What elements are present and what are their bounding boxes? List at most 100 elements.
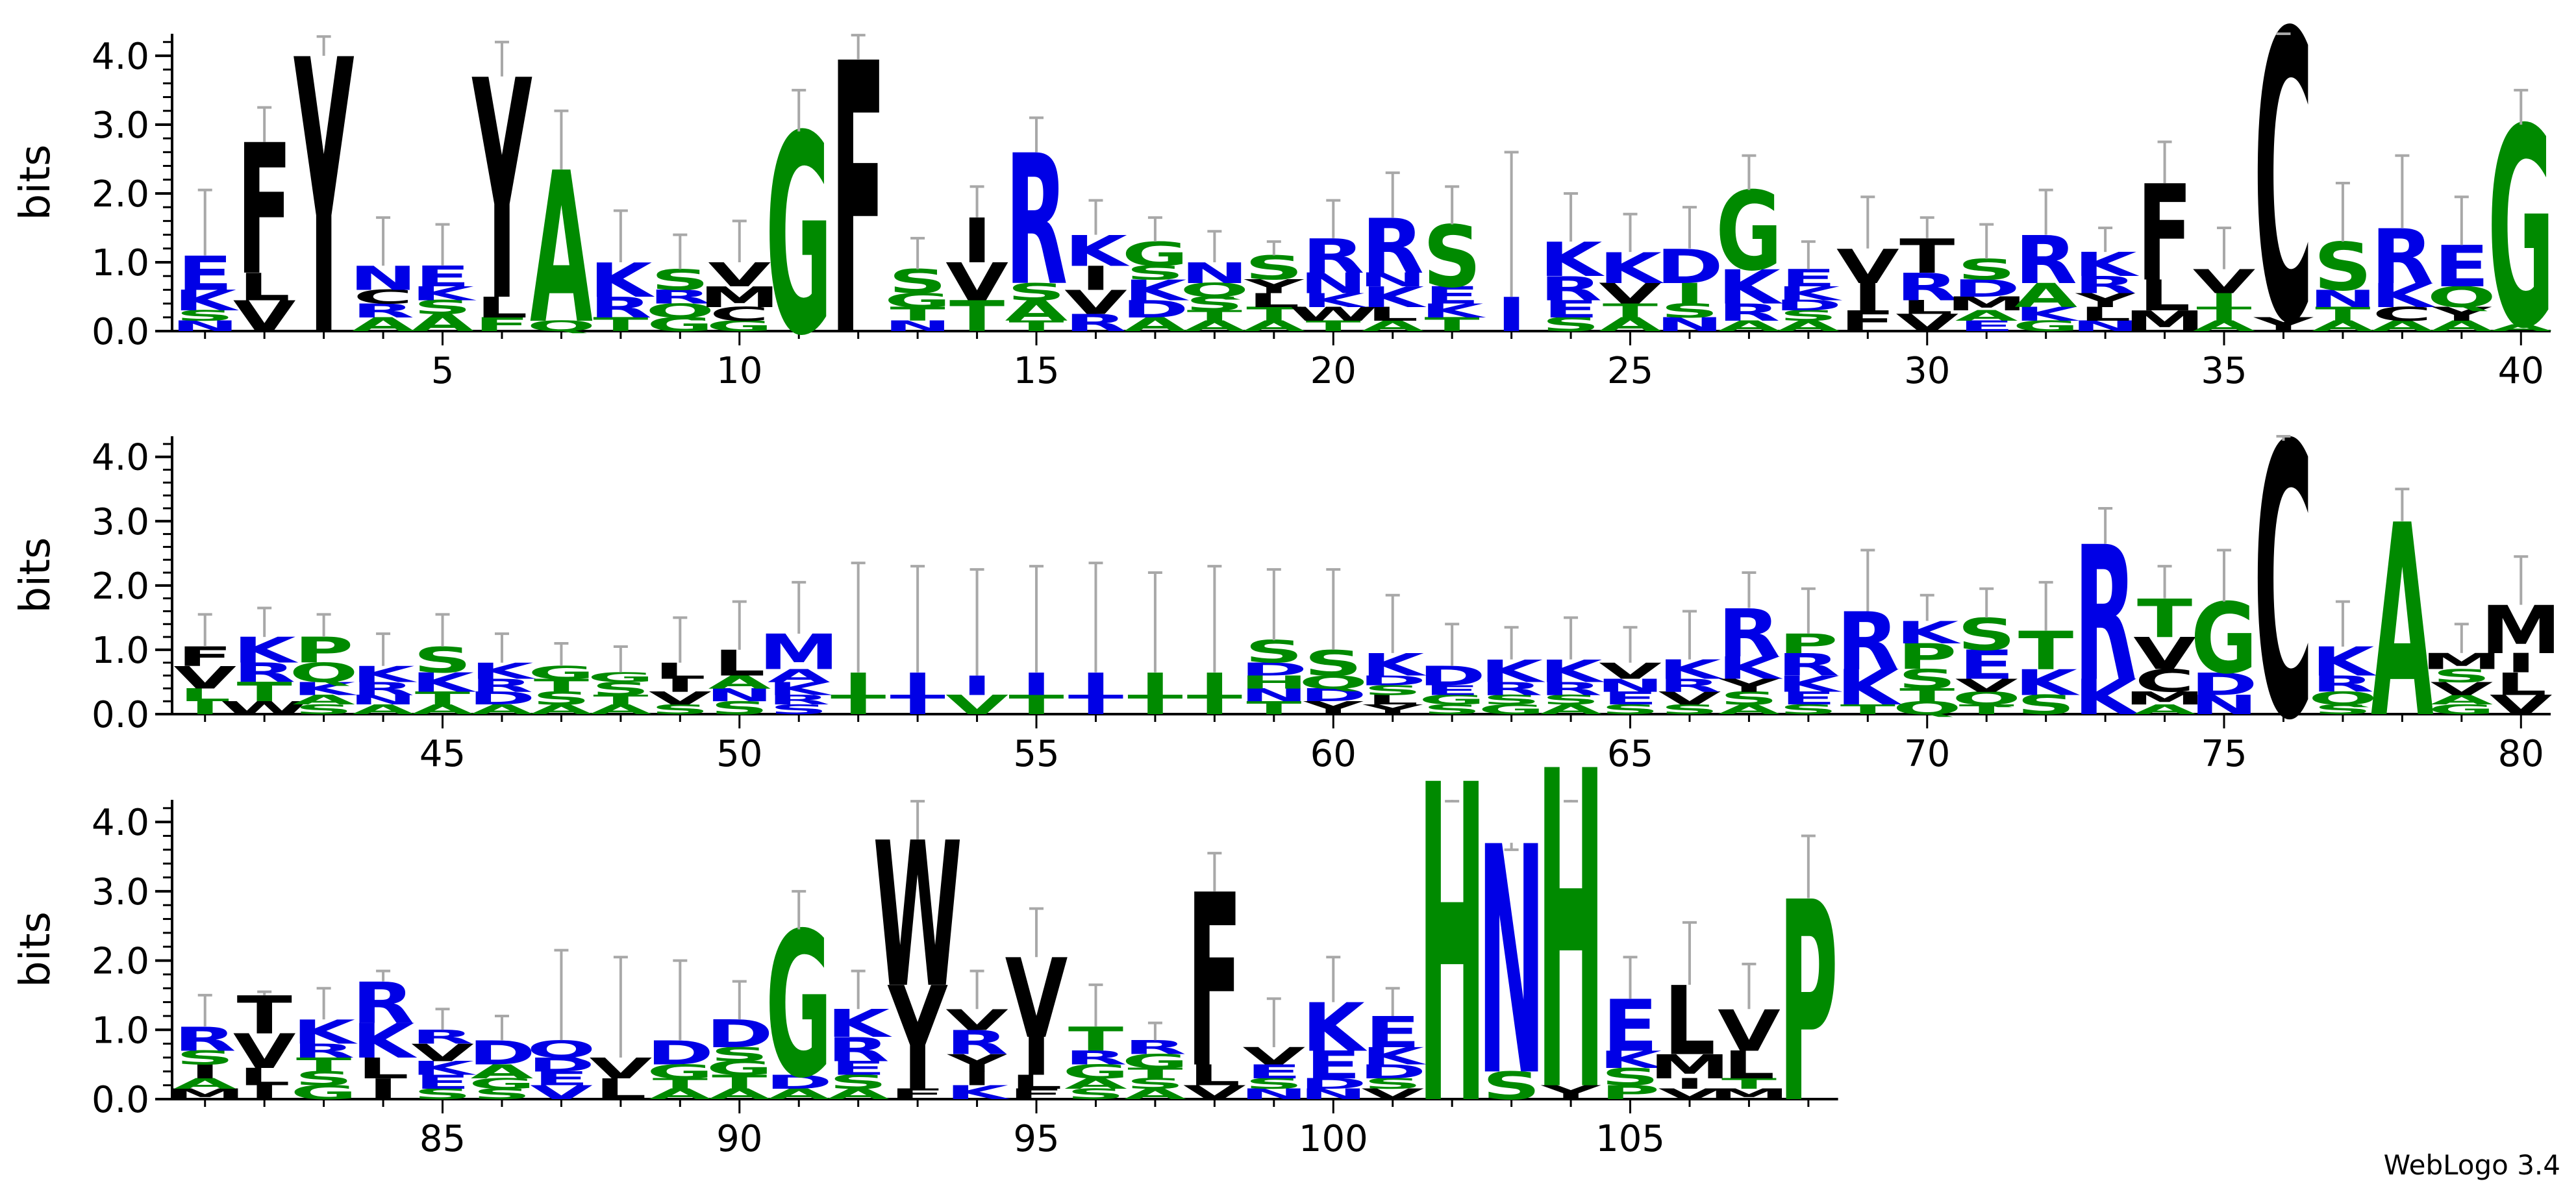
logo-letter-R: R <box>1896 266 1958 309</box>
logo-letter-T: T <box>1246 304 1301 326</box>
logo-letter-V: V <box>1599 278 1662 311</box>
logo-letter-Q: Q <box>2427 281 2496 314</box>
logo-letter-I: I <box>1496 288 1526 343</box>
logo-letter-S: S <box>1957 253 2016 286</box>
logo-letter-G: G <box>707 1058 773 1080</box>
logo-letter-K: K <box>1302 290 1368 312</box>
logo-letter-C: C <box>2254 0 2314 411</box>
logo-letter-K: K <box>1124 274 1190 307</box>
logo-letter-I: I <box>190 698 219 719</box>
logo-letter-Q: Q <box>1893 698 1962 719</box>
logo-letter-N: N <box>1477 782 1545 1146</box>
logo-letter-E: E <box>534 1068 589 1090</box>
logo-letter-L: L <box>476 291 528 325</box>
logo-letter-N: N <box>1240 685 1308 706</box>
logo-letter-V: V <box>945 689 1008 720</box>
logo-letter-E: E <box>1425 282 1480 309</box>
logo-letter-V: V <box>2133 628 2196 680</box>
y-tick-label: 3.0 <box>92 105 149 147</box>
logo-letter-G: G <box>2191 583 2258 696</box>
logo-letter-S: S <box>176 1047 234 1069</box>
x-tick-label: 70 <box>1904 733 1950 775</box>
logo-letter-A: A <box>471 702 534 717</box>
y-tick-label: 4.0 <box>92 437 149 479</box>
logo-letter-K: K <box>471 658 536 684</box>
logo-letter-E: E <box>1246 1061 1301 1083</box>
logo-letter-S: S <box>2017 689 2075 720</box>
logo-letter-I: I <box>1675 1076 1705 1092</box>
logo-letter-L: L <box>2495 667 2547 702</box>
logo-letter-I: I <box>190 1061 219 1083</box>
logo-letter-I: I <box>249 1082 279 1104</box>
logo-letter-D: D <box>765 1071 832 1093</box>
logo-letter-A: A <box>411 309 474 336</box>
logo-letter-H: H <box>1537 681 1605 1189</box>
logo-letter-D: D <box>706 1012 773 1056</box>
logo-letter-N: N <box>1299 267 1368 301</box>
logo-letter-R: R <box>1064 309 1127 336</box>
logo-letter-V: V <box>945 252 1008 312</box>
logo-letter-W: W <box>219 698 309 719</box>
logo-letter-S: S <box>1126 262 1184 284</box>
logo-letter-R: R <box>352 300 414 322</box>
logo-letter-V: V <box>590 1052 653 1085</box>
y-tick-label: 2.0 <box>92 565 149 608</box>
logo-letter-T: T <box>1127 1065 1182 1082</box>
logo-letter-I: I <box>843 667 873 702</box>
logo-letter-Q: Q <box>527 1035 595 1063</box>
logo-letter-A: A <box>827 1086 890 1102</box>
logo-letter-N: N <box>1299 1086 1368 1102</box>
logo-letter-I: I <box>903 667 932 702</box>
logo-letter-A: A <box>1124 314 1187 336</box>
logo-letter-A: A <box>1955 308 2018 324</box>
logo-letter-F: F <box>1840 305 1895 338</box>
logo-letter-S: S <box>414 297 472 319</box>
x-tick-label: 25 <box>1607 350 1653 392</box>
logo-letter-F: F <box>1008 1086 1064 1102</box>
y-tick-label: 0.0 <box>92 694 149 736</box>
logo-letter-V: V <box>1718 998 1781 1065</box>
logo-letter-C: C <box>710 304 769 326</box>
x-tick-label: 40 <box>2498 350 2544 392</box>
logo-letter-M: M <box>699 281 780 314</box>
logo-letter-V: V <box>2430 678 2493 699</box>
logo-letter-V: V <box>530 1082 593 1104</box>
logo-letter-A: A <box>2430 318 2493 334</box>
logo-letter-I: I <box>2209 290 2239 312</box>
logo-letter-S: S <box>1660 300 1719 322</box>
logo-letter-R: R <box>471 675 533 696</box>
logo-letter-N: N <box>1181 257 1249 290</box>
logo-letter-A: A <box>1005 295 1068 328</box>
logo-letter-N: N <box>2071 318 2140 334</box>
logo-letter-S: S <box>1126 1076 1184 1092</box>
logo-letter-I: I <box>1853 276 1882 319</box>
logo-letter-M: M <box>1946 293 2027 316</box>
logo-letter-R: R <box>2074 271 2136 299</box>
y-tick-label: 2.0 <box>92 941 149 983</box>
logo-letter-T: T <box>1187 308 1242 324</box>
logo-letter-M: M <box>1649 1047 1730 1086</box>
logo-letter-Y: Y <box>1244 276 1305 298</box>
logo-letter-I: I <box>1199 667 1229 702</box>
logo-letter-L: L <box>595 1073 647 1106</box>
logo-letter-A: A <box>1718 318 1781 334</box>
logo-letter-S: S <box>1245 634 1303 670</box>
logo-letter-F: F <box>1187 845 1242 1121</box>
logo-letter-Y: Y <box>2253 314 2314 336</box>
logo-letter-E: E <box>177 247 232 302</box>
logo-letter-I: I <box>1140 667 1170 702</box>
logo-letter-S: S <box>2432 666 2491 687</box>
logo-letter-G: G <box>2012 318 2079 334</box>
logo-letter-D: D <box>1299 685 1367 706</box>
logo-letter-I: I <box>1021 667 1051 702</box>
logo-letter-P: P <box>1897 636 1957 677</box>
logo-letter-K: K <box>1895 615 1962 651</box>
logo-letter-G: G <box>647 314 714 336</box>
logo-letter-K: K <box>1599 1046 1665 1073</box>
logo-letter-S: S <box>1601 702 1660 717</box>
logo-letter-K: K <box>1836 660 1902 716</box>
logo-letter-Y: Y <box>1719 675 1780 696</box>
logo-letter-A: A <box>173 1076 236 1092</box>
logo-letter-R: R <box>1302 229 1364 284</box>
logo-letter-S: S <box>2314 702 2372 717</box>
